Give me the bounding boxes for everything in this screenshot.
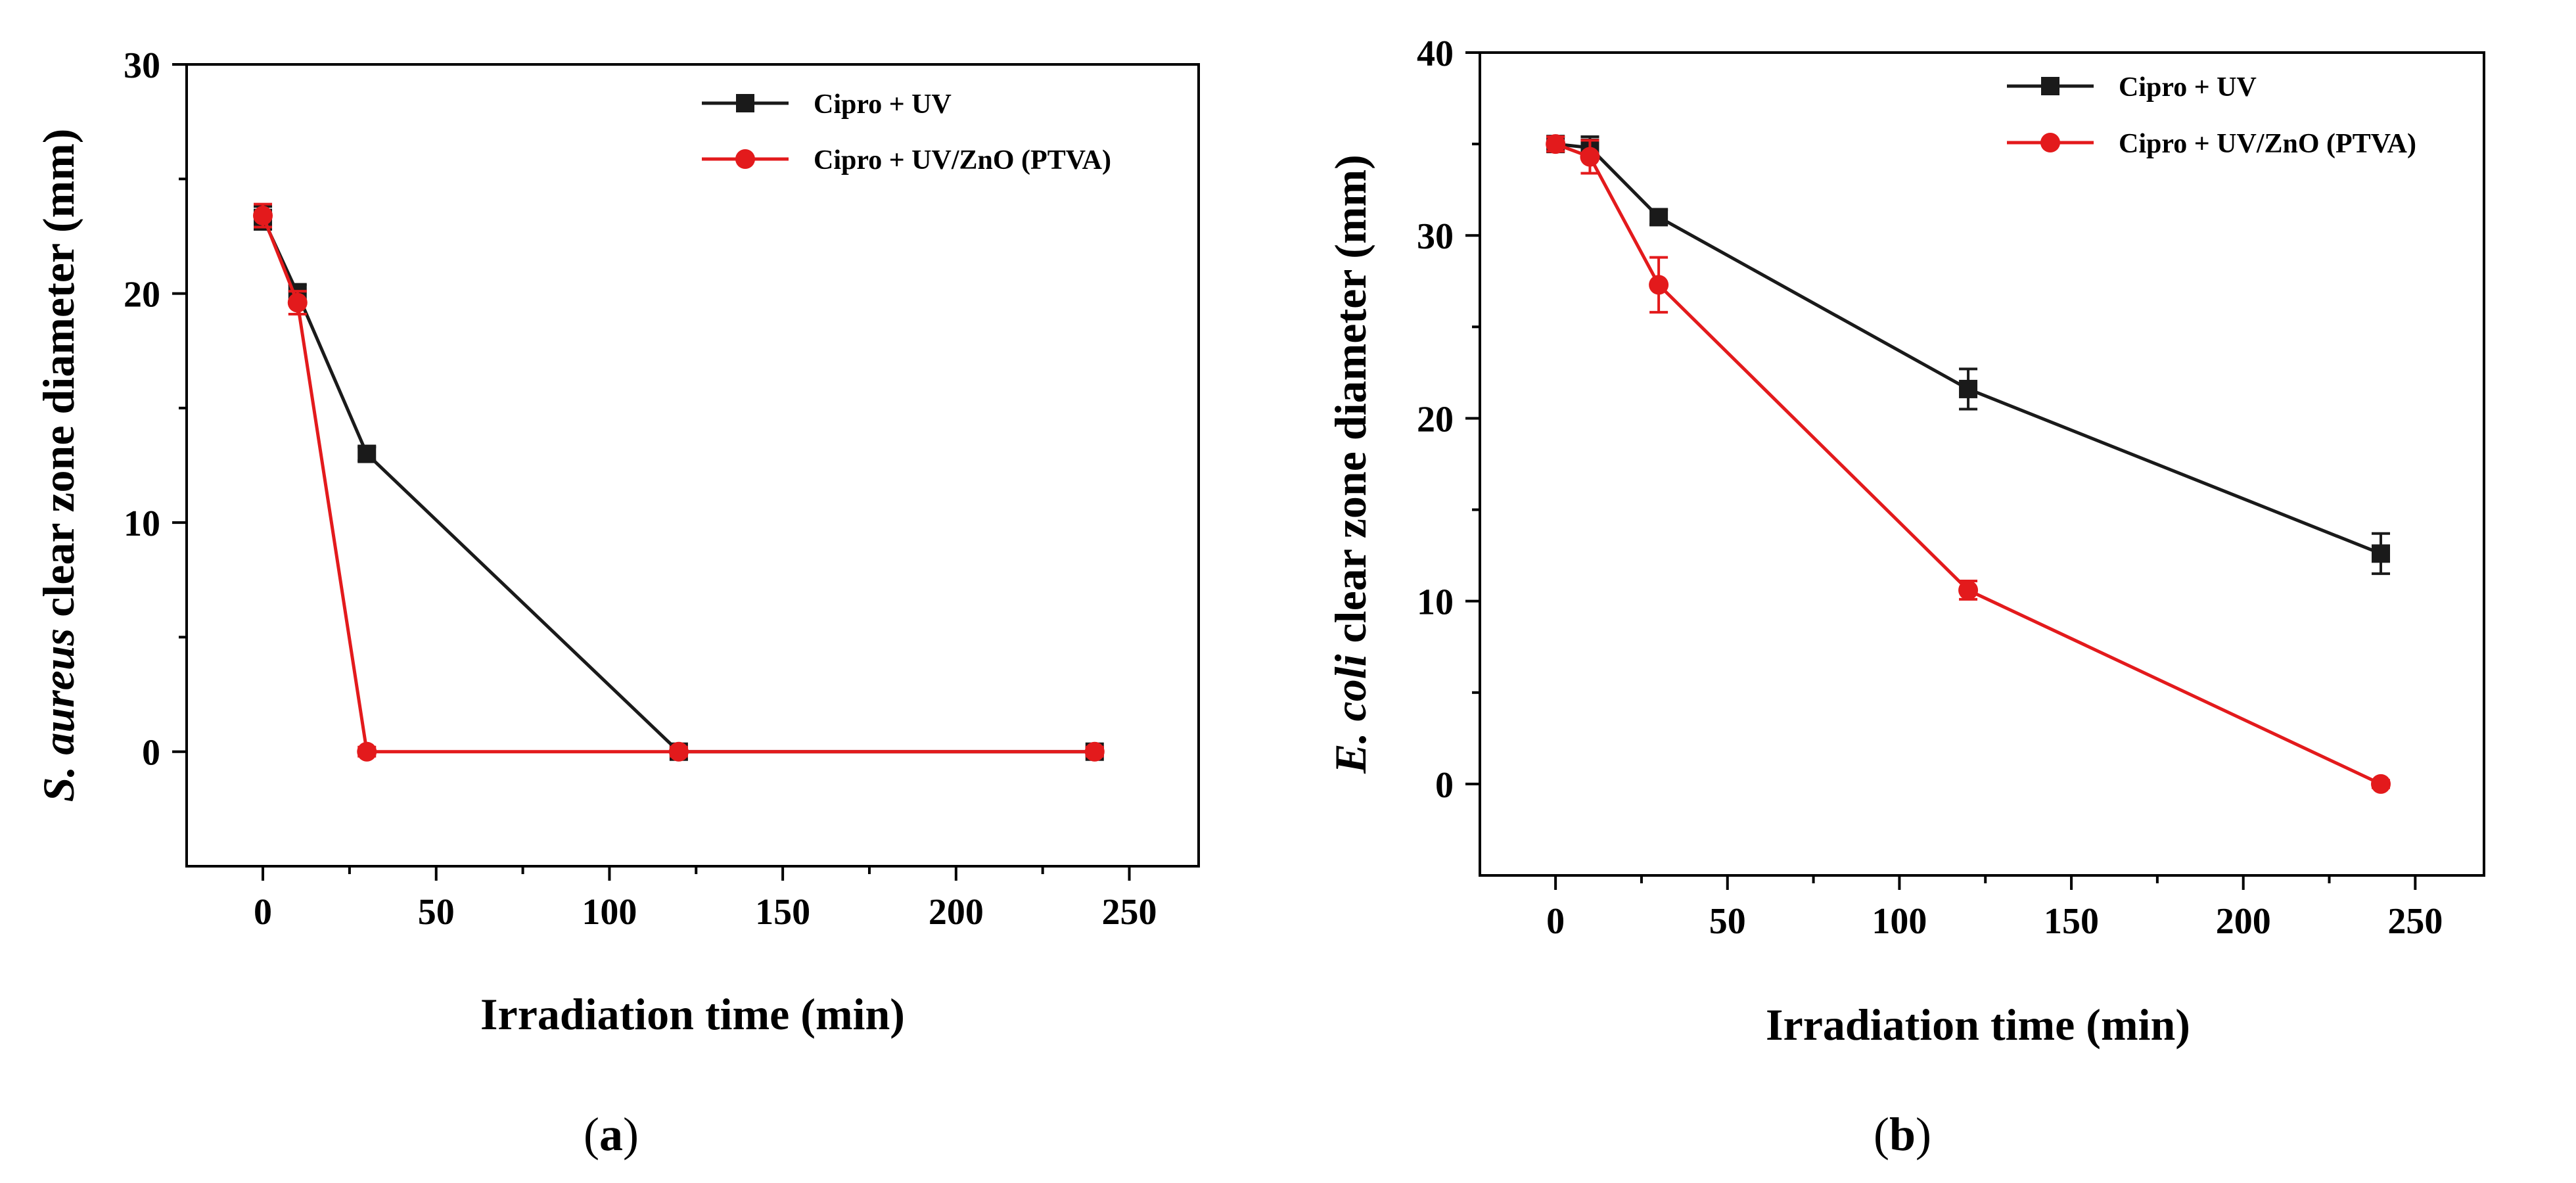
panel-b-series xyxy=(1546,134,2391,794)
panel-a-series xyxy=(253,202,1105,762)
panel-b-ylabel-text: clear zone diameter (mm) xyxy=(1325,154,1375,654)
legend-b-marker-cipro-uv-zno xyxy=(2040,133,2060,152)
x-tick-label: 50 xyxy=(418,892,455,933)
x-tick-label: 0 xyxy=(254,892,272,933)
y-tick-label: 20 xyxy=(1417,399,1454,440)
y-tick-label: 40 xyxy=(1417,34,1454,74)
data-point-circle xyxy=(2371,774,2391,794)
series-line-cipro-uv-zno xyxy=(1555,142,2382,786)
data-point-square xyxy=(1959,379,1978,398)
panel-a-ylabel-text: clear zone diameter (mm) xyxy=(34,129,83,628)
series-line-cipro-uv xyxy=(261,217,1095,754)
x-tick-label: 150 xyxy=(2044,901,2099,942)
data-point-circle xyxy=(1546,134,1566,154)
y-tick-label: 10 xyxy=(124,503,160,544)
panel-b-xlabel: Irradiation time (min) xyxy=(1766,1000,2190,1050)
y-tick-label: 0 xyxy=(142,733,160,774)
legend-b-label-cipro-uv-zno: Cipro + UV/ZnO (PTVA) xyxy=(2119,129,2416,159)
panel-a-legend: Cipro + UV Cipro + UV/ZnO (PTVA) xyxy=(702,89,1111,175)
panel-b-plot-frame xyxy=(1479,51,2485,877)
x-tick-label: 200 xyxy=(929,892,984,933)
y-tick-label: 30 xyxy=(1417,216,1454,257)
y-tick-label: 20 xyxy=(124,275,160,315)
panel-b-ylabel-species: E. coli xyxy=(1325,654,1375,774)
legend-a-label-cipro-uv-zno: Cipro + UV/ZnO (PTVA) xyxy=(814,145,1111,175)
x-tick-label: 100 xyxy=(1872,901,1927,942)
panel-a-caption: (a) xyxy=(584,1108,639,1161)
x-tick-label: 250 xyxy=(1102,892,1157,933)
panel-a-ylabel-species: S. aureus xyxy=(34,628,83,802)
x-tick-label: 150 xyxy=(755,892,810,933)
data-point-circle xyxy=(287,292,308,313)
data-point-circle xyxy=(668,741,689,762)
data-point-circle xyxy=(1649,275,1669,295)
series-line-cipro-uv xyxy=(1555,142,2381,555)
data-point-square xyxy=(357,444,377,463)
data-point-circle xyxy=(1958,580,1979,600)
panel-a-ticks: 0 50 100 150 200 250 0 10 20 30 xyxy=(124,45,1157,933)
legend-a-marker-cipro-uv xyxy=(736,94,754,112)
series-line-cipro-uv-zno xyxy=(261,215,1095,754)
panel-a: 0 50 100 150 200 250 0 10 20 30 Cipro + UV Cipro … xyxy=(34,45,1200,1161)
panel-b: 0 50 100 150 200 250 0 10 20 30 40 Cipro + UV Cipr… xyxy=(1325,34,2485,1161)
data-point-circle xyxy=(357,741,377,762)
x-tick-label: 0 xyxy=(1546,901,1565,942)
data-point-square xyxy=(2372,544,2391,563)
legend-a-label-cipro-uv: Cipro + UV xyxy=(814,89,952,120)
panel-a-plot-frame xyxy=(185,63,1200,868)
data-point-square xyxy=(1649,208,1668,227)
legend-b-label-cipro-uv: Cipro + UV xyxy=(2119,72,2257,103)
legend-b-marker-cipro-uv xyxy=(2041,77,2059,95)
panel-a-xlabel: Irradiation time (min) xyxy=(480,989,905,1039)
data-point-circle xyxy=(253,206,273,226)
y-tick-label: 10 xyxy=(1417,582,1454,623)
x-tick-label: 200 xyxy=(2216,901,2271,942)
x-tick-label: 100 xyxy=(582,892,637,933)
panel-b-ylabel: E. coli clear zone diameter (mm) xyxy=(1325,154,1375,774)
panel-b-legend: Cipro + UV Cipro + UV/ZnO (PTVA) xyxy=(2007,72,2416,159)
legend-a-marker-cipro-uv-zno xyxy=(735,149,755,169)
y-tick-label: 30 xyxy=(124,45,160,86)
data-point-circle xyxy=(1580,147,1600,167)
x-tick-label: 50 xyxy=(1709,901,1746,942)
y-tick-label: 0 xyxy=(1435,765,1454,806)
data-point-circle xyxy=(1084,741,1105,762)
panel-a-ylabel: S. aureus clear zone diameter (mm) xyxy=(34,129,83,802)
panel-b-caption: (b) xyxy=(1874,1108,1931,1161)
x-tick-label: 250 xyxy=(2387,901,2443,942)
panel-b-ticks: 0 50 100 150 200 250 0 10 20 30 40 xyxy=(1417,34,2443,942)
